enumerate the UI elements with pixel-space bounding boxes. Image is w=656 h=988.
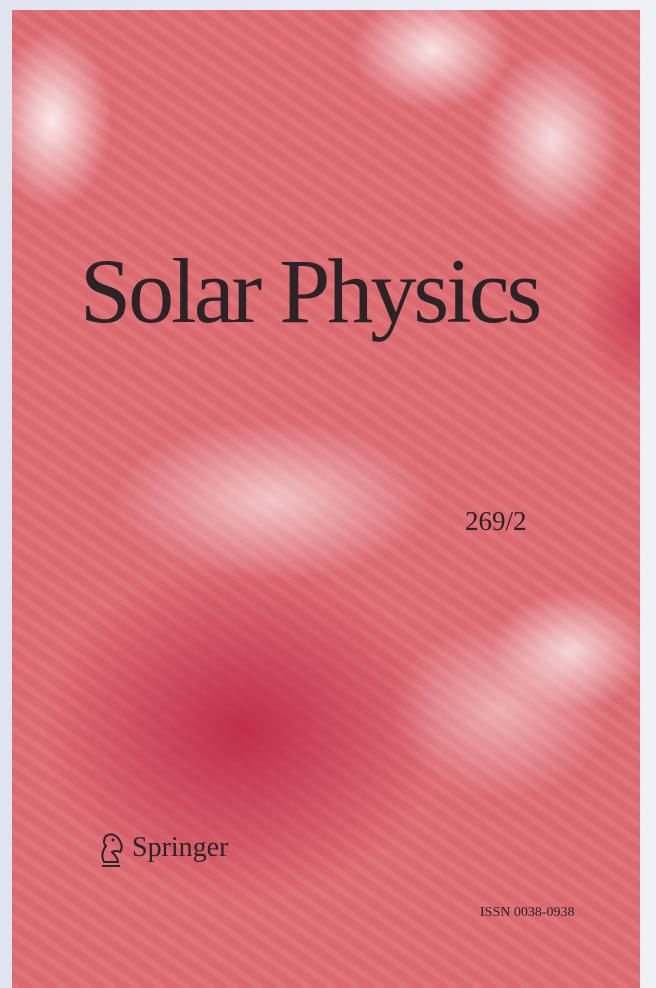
issue-number: 269/2 bbox=[465, 506, 527, 536]
journal-cover: Solar Physics 269/2 Springer ISSN 0038-0… bbox=[12, 10, 640, 988]
title: Solar Physics bbox=[80, 240, 542, 342]
publisher-logo bbox=[101, 833, 123, 867]
publisher: Springer bbox=[132, 832, 229, 863]
issn: ISSN 0038-0938 bbox=[480, 905, 575, 920]
